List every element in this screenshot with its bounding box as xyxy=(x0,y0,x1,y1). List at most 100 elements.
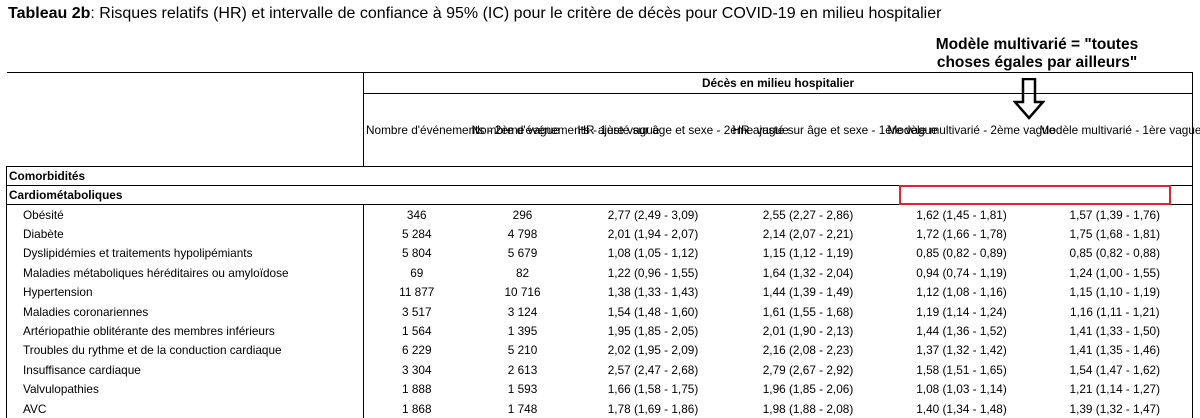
cell-value: 5 679 xyxy=(507,246,538,261)
cell-value: 1,54 (1,47 - 1,62) xyxy=(1037,360,1194,380)
row-label: Artériopathie oblitérante des membres in… xyxy=(6,321,364,341)
cell-value: 1,72 (1,66 - 1,78) xyxy=(916,227,1007,242)
cell-value: 346 xyxy=(406,207,427,222)
table-title-prefix: Tableau 2b xyxy=(8,5,91,22)
cell-value: 5 210 xyxy=(507,343,538,358)
cell-value: 2,79 (2,67 - 2,92) xyxy=(762,362,854,377)
cell-value: 1,57 (1,39 - 1,76) xyxy=(1037,204,1194,225)
row-label: Valvulopathies xyxy=(6,379,364,399)
header-label-cell xyxy=(6,93,364,167)
table-row: Maladies métaboliques héréditaires ou am… xyxy=(6,263,1194,283)
cell-value: 296 xyxy=(512,207,533,222)
table-row: Dyslipidémies et traitements hypolipémia… xyxy=(6,243,1194,264)
table-row: Obésité 346 296 2,77 (2,49 - 3,09) 2,55 (2,2… xyxy=(6,204,1194,225)
cell-value: 11 877 xyxy=(399,285,435,300)
cell-value: 1,61 (1,55 - 1,68) xyxy=(762,304,854,319)
cell-value: 1,54 (1,48 - 1,60) xyxy=(607,304,699,319)
row-label: Insuffisance cardiaque xyxy=(6,360,364,380)
cell-value: 3 124 xyxy=(507,304,538,319)
annotation-line-2: choses égales par ailleurs" xyxy=(936,54,1138,71)
cell-value: 6 229 xyxy=(401,343,432,358)
cell-value: 0,85 (0,82 - 0,88) xyxy=(1037,243,1194,264)
annotation-line-1: Modèle multivarié = "toutes xyxy=(935,36,1139,53)
row-label: Maladies coronariennes xyxy=(6,301,364,322)
cell-value: 1,38 (1,33 - 1,43) xyxy=(607,285,699,300)
cell-value: 4 798 xyxy=(507,227,538,242)
column-header: HR ajusté sur âge et sexe - 1ère vague xyxy=(732,122,938,137)
cell-value: 2,55 (2,27 - 2,86) xyxy=(762,207,854,222)
cell-value: 1,44 (1,36 - 1,52) xyxy=(916,324,1007,339)
cell-value: 1,95 (1,85 - 2,05) xyxy=(607,324,699,339)
cell-value: 1 395 xyxy=(507,324,538,339)
highlight-box xyxy=(899,185,1171,205)
column-header: HR ajusté sur âge et sexe - 2ème vague xyxy=(577,122,789,137)
row-label: Hypertension xyxy=(6,282,364,302)
table-row: Maladies coronariennes 3 517 3 124 1,54 (1,… xyxy=(6,301,1194,322)
cell-value: 1,22 (0,96 - 1,55) xyxy=(607,265,699,280)
cell-value: 2,57 (2,47 - 2,68) xyxy=(607,362,699,377)
hr-table: Décès en milieu hospitalier Nombre d'évé… xyxy=(5,72,1200,418)
group-header: Décès en milieu hospitalier xyxy=(363,72,1194,94)
cell-value: 1,66 (1,58 - 1,75) xyxy=(607,382,699,397)
cell-value: 1,75 (1,68 - 1,81) xyxy=(1037,224,1194,244)
cell-value: 1,41 (1,35 - 1,46) xyxy=(1037,340,1194,361)
row-label: Dyslipidémies et traitements hypolipémia… xyxy=(6,243,364,264)
subsection-heading: Cardiométaboliques xyxy=(5,185,1194,205)
table-row: Artériopathie oblitérante des membres in… xyxy=(6,321,1194,341)
cell-value: 1 888 xyxy=(401,382,432,397)
table-row: Valvulopathies 1 888 1 593 1,66 (1,58 - 1,7… xyxy=(6,379,1194,399)
cell-value: 1,62 (1,45 - 1,81) xyxy=(916,207,1007,222)
column-header: Nombre d'événements - 2ème vague xyxy=(366,122,560,137)
cell-value: 2,01 (1,94 - 2,07) xyxy=(607,227,699,242)
cell-value: 1,78 (1,69 - 1,86) xyxy=(607,401,699,416)
cell-value: 1,64 (1,32 - 2,04) xyxy=(762,265,854,280)
table-row: AVC 1 868 1 748 1,78 (1,69 - 1,86) 1,98 (1,8… xyxy=(6,398,1194,418)
cell-value: 1,16 (1,11 - 1,21) xyxy=(1037,301,1194,322)
section-heading: Comorbidités xyxy=(5,166,1194,186)
cell-value: 1,21 (1,14 - 1,27) xyxy=(1037,379,1194,399)
row-label: AVC xyxy=(6,398,364,418)
column-header: Modèle multivarié - 1ère vague xyxy=(1037,93,1200,167)
cell-value: 10 716 xyxy=(504,285,541,300)
row-label: Diabète xyxy=(6,224,364,244)
cell-value: 1 593 xyxy=(507,382,538,397)
table-title-text: : Risques relatifs (HR) et intervalle de… xyxy=(90,5,942,22)
cell-value: 69 xyxy=(410,265,424,280)
cell-value: 1,39 (1,32 - 1,47) xyxy=(1037,398,1194,418)
cell-value: 2,14 (2,07 - 2,21) xyxy=(762,227,854,242)
cell-value: 1 748 xyxy=(507,401,538,416)
table-row: Hypertension 11 877 10 716 1,38 (1,33 - 1,4… xyxy=(6,282,1194,302)
table-row: Troubles du rythme et de la conduction c… xyxy=(6,340,1194,361)
cell-value: 5 804 xyxy=(401,246,432,261)
row-label: Troubles du rythme et de la conduction c… xyxy=(6,340,364,361)
cell-value: 2,02 (1,95 - 2,09) xyxy=(607,343,699,358)
cell-value: 1,08 (1,05 - 1,12) xyxy=(607,246,699,261)
row-label: Maladies métaboliques héréditaires ou am… xyxy=(6,263,364,283)
cell-value: 3 517 xyxy=(401,304,432,319)
cell-value: 0,85 (0,82 - 0,89) xyxy=(916,246,1007,261)
table-row: Diabète 5 284 4 798 2,01 (1,94 - 2,07) 2,14 … xyxy=(6,224,1194,244)
cell-value: 1,15 (1,10 - 1,19) xyxy=(1037,282,1194,302)
cell-value: 5 284 xyxy=(401,227,432,242)
cell-value: 2,16 (2,08 - 2,23) xyxy=(762,343,854,358)
table-title: Tableau 2b: Risques relatifs (HR) et int… xyxy=(8,5,941,23)
cell-value: 2,77 (2,49 - 3,09) xyxy=(607,207,699,222)
cell-value: 1,19 (1,14 - 1,24) xyxy=(916,304,1007,319)
cell-value: 1,98 (1,88 - 2,08) xyxy=(762,401,854,416)
cell-value: 1,40 (1,34 - 1,48) xyxy=(916,401,1007,416)
cell-value: 1,41 (1,33 - 1,50) xyxy=(1037,321,1194,341)
cell-value: 1,24 (1,00 - 1,55) xyxy=(1037,263,1194,283)
column-header: Modèle multivarié - 2ème vague xyxy=(887,122,1056,137)
cell-value: 1 564 xyxy=(401,324,432,339)
cell-value: 1 868 xyxy=(401,401,432,416)
table-row: Insuffisance cardiaque 3 304 2 613 2,57 (2,… xyxy=(6,360,1194,380)
cell-value: 1,12 (1,08 - 1,16) xyxy=(916,285,1007,300)
annotation-note: Modèle multivarié = "toutes choses égale… xyxy=(912,36,1162,72)
cell-value: 1,37 (1,32 - 1,42) xyxy=(916,343,1007,358)
cell-value: 1,08 (1,03 - 1,14) xyxy=(916,382,1007,397)
cell-value: 1,44 (1,39 - 1,49) xyxy=(762,285,854,300)
cell-value: 1,15 (1,12 - 1,19) xyxy=(762,246,854,261)
cell-value: 2 613 xyxy=(507,362,538,377)
column-header: Nombre d'événements - 1ère vague xyxy=(471,122,660,137)
cell-value: 0,94 (0,74 - 1,19) xyxy=(916,265,1007,280)
